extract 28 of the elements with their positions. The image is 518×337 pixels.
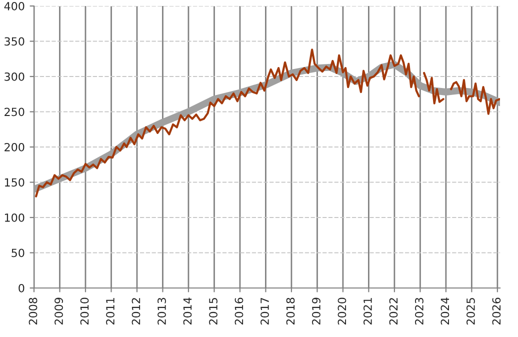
y-tick-label: 50 xyxy=(12,248,24,258)
y-tick-label: 300 xyxy=(4,72,24,81)
x-tick-label: 2018 xyxy=(286,298,295,324)
y-tick-label: 350 xyxy=(4,37,24,46)
x-tick-label: 2019 xyxy=(312,298,320,324)
x-tick-label: 2011 xyxy=(106,298,114,324)
x-tick-label: 2017 xyxy=(260,298,269,324)
x-tick-label: 2014 xyxy=(183,298,192,324)
x-tick-label: 2013 xyxy=(158,298,166,324)
x-tick-label: 2020 xyxy=(338,298,346,324)
x-tick-label: 2026 xyxy=(492,298,501,324)
y-tick-label: 150 xyxy=(4,178,24,187)
y-tick-label: 0 xyxy=(18,284,24,292)
x-tick-label: 2015 xyxy=(209,298,218,324)
x-tick-label: 2009 xyxy=(54,298,63,324)
y-tick-label: 100 xyxy=(4,213,24,222)
x-tick-label: 2016 xyxy=(234,298,244,324)
x-tick-label: 2021 xyxy=(364,298,372,324)
x-tick-label: 2022 xyxy=(389,298,398,324)
x-tick-label: 2012 xyxy=(132,298,140,324)
x-tick-label: 2008 xyxy=(28,298,38,324)
y-tick-label: 250 xyxy=(4,108,24,116)
x-tick-label: 2023 xyxy=(415,298,424,324)
x-tick-label: 2025 xyxy=(466,298,475,324)
y-tick-label: 400 xyxy=(4,2,24,10)
y-tick-label: 200 xyxy=(4,142,24,152)
x-tick-label: 2024 xyxy=(440,298,450,324)
x-tick-label: 2010 xyxy=(80,298,89,324)
